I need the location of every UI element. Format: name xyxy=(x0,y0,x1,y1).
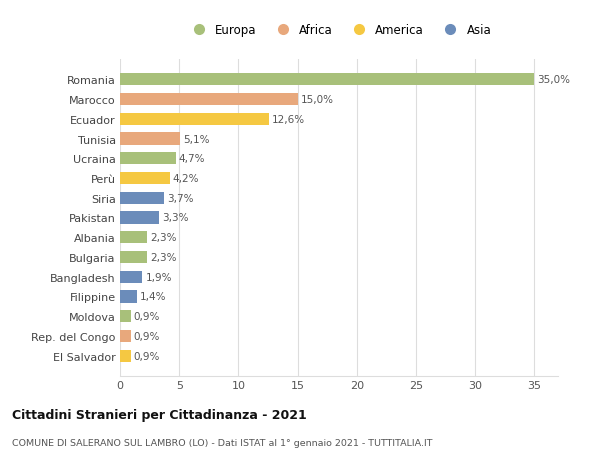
Text: COMUNE DI SALERANO SUL LAMBRO (LO) - Dati ISTAT al 1° gennaio 2021 - TUTTITALIA.: COMUNE DI SALERANO SUL LAMBRO (LO) - Dat… xyxy=(12,438,433,448)
Bar xyxy=(120,310,131,323)
Bar xyxy=(120,113,269,126)
Text: 2,3%: 2,3% xyxy=(150,252,176,263)
Text: 15,0%: 15,0% xyxy=(301,95,334,105)
Bar xyxy=(120,232,147,244)
Bar xyxy=(120,350,131,362)
Bar xyxy=(120,212,159,224)
Bar xyxy=(120,252,147,263)
Bar xyxy=(120,153,176,165)
Text: 4,7%: 4,7% xyxy=(179,154,205,164)
Text: 3,3%: 3,3% xyxy=(162,213,188,223)
Bar xyxy=(120,291,137,303)
Bar xyxy=(120,173,170,185)
Text: 35,0%: 35,0% xyxy=(537,75,570,85)
Text: 5,1%: 5,1% xyxy=(184,134,210,144)
Text: 3,7%: 3,7% xyxy=(167,193,193,203)
Text: 1,4%: 1,4% xyxy=(140,292,166,302)
Text: Cittadini Stranieri per Cittadinanza - 2021: Cittadini Stranieri per Cittadinanza - 2… xyxy=(12,409,307,421)
Bar xyxy=(120,271,142,283)
Bar xyxy=(120,94,298,106)
Legend: Europa, Africa, America, Asia: Europa, Africa, America, Asia xyxy=(187,24,491,37)
Bar xyxy=(120,74,535,86)
Bar xyxy=(120,192,164,204)
Bar xyxy=(120,330,131,342)
Bar xyxy=(120,133,181,146)
Text: 12,6%: 12,6% xyxy=(272,115,305,124)
Text: 0,9%: 0,9% xyxy=(134,312,160,321)
Text: 4,2%: 4,2% xyxy=(173,174,199,184)
Text: 2,3%: 2,3% xyxy=(150,233,176,243)
Text: 1,9%: 1,9% xyxy=(145,272,172,282)
Text: 0,9%: 0,9% xyxy=(134,351,160,361)
Text: 0,9%: 0,9% xyxy=(134,331,160,341)
